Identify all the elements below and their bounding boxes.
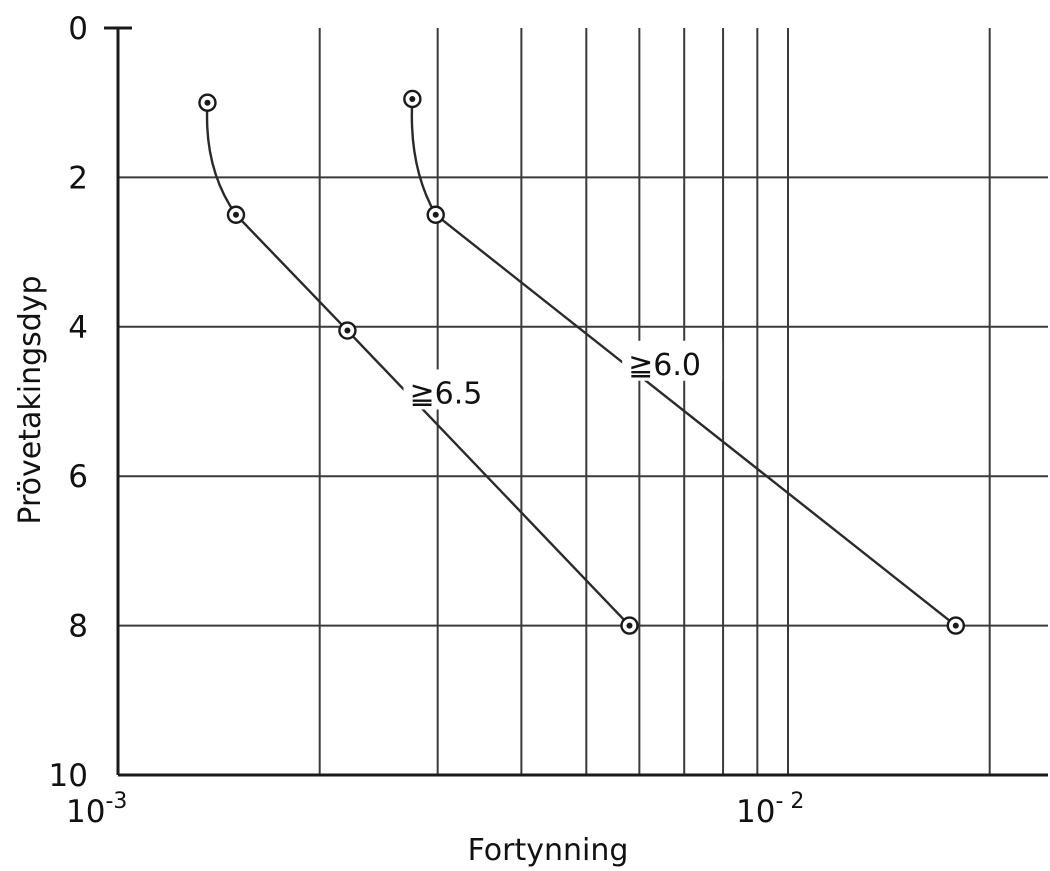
series-label-background bbox=[622, 340, 723, 381]
series-label: ≧6.0 bbox=[628, 348, 701, 383]
y-tick-label: 2 bbox=[68, 160, 88, 196]
data-point-center bbox=[432, 211, 439, 218]
series bbox=[198, 89, 965, 635]
x-tick-base: 10 bbox=[736, 794, 775, 830]
series-line-1 bbox=[205, 102, 631, 627]
x-tick-exponent: -3 bbox=[105, 789, 127, 814]
data-point-center bbox=[952, 622, 959, 629]
y-tick-label: 6 bbox=[68, 459, 88, 495]
data-point bbox=[198, 93, 217, 112]
y-tick-label: 10 bbox=[49, 758, 88, 794]
data-point bbox=[403, 89, 422, 109]
series-label-background bbox=[403, 369, 504, 410]
x-axis-title: Fortynning bbox=[468, 833, 629, 868]
x-tick-base: 10 bbox=[66, 794, 105, 830]
data-point bbox=[338, 321, 357, 340]
series-labels: ≧6.5 ≧6.0 bbox=[403, 340, 723, 411]
y-tick-label: 8 bbox=[68, 609, 88, 645]
data-point-center bbox=[232, 211, 239, 218]
axes bbox=[116, 28, 1048, 777]
data-point bbox=[226, 205, 246, 224]
x-tick-exponent: - 2 bbox=[775, 789, 804, 814]
y-tick-label: 0 bbox=[68, 11, 88, 47]
data-point bbox=[426, 205, 445, 224]
data-point-center bbox=[626, 622, 633, 629]
data-point bbox=[620, 616, 639, 635]
data-point-center bbox=[409, 95, 416, 102]
series-label: ≧6.5 bbox=[409, 376, 482, 411]
data-point-center bbox=[204, 99, 211, 106]
x-tick-label: 10-3 bbox=[66, 789, 127, 830]
y-tick-label: 4 bbox=[68, 310, 88, 346]
y-axis-title: Prövetakingsdyp bbox=[13, 275, 48, 524]
grid-lines bbox=[104, 26, 1048, 775]
data-point-center bbox=[344, 327, 351, 334]
x-tick-label: 10- 2 bbox=[736, 789, 804, 830]
data-point bbox=[946, 616, 965, 635]
